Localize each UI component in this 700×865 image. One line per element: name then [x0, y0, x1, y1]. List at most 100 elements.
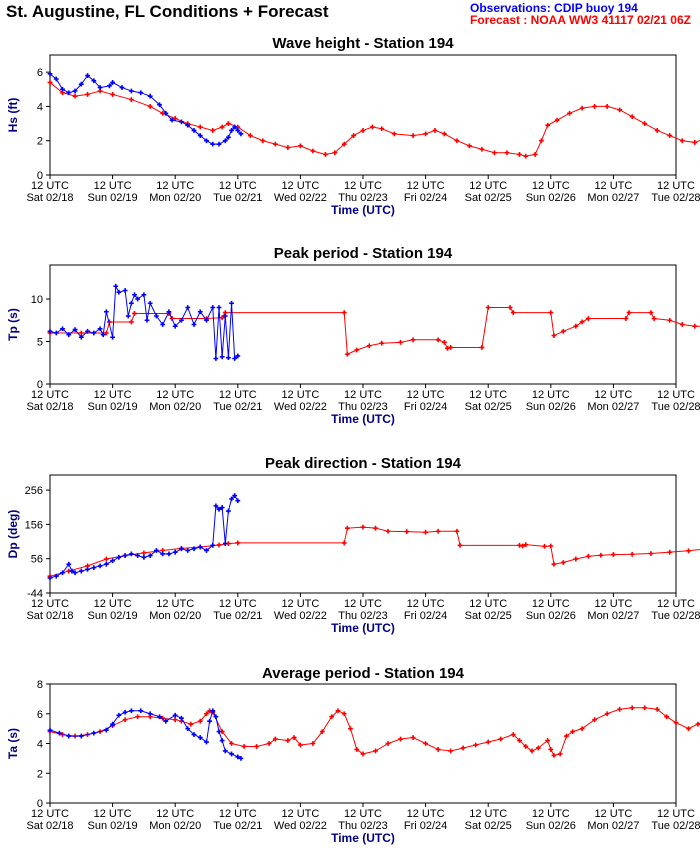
y-tick-label: 2 [37, 136, 43, 148]
series-point [210, 708, 216, 714]
series-point [100, 332, 106, 338]
x-tick-day: Mon 02/27 [587, 820, 639, 832]
series-point [85, 328, 90, 334]
series-point [78, 568, 84, 574]
series-point [651, 316, 657, 321]
series-point [235, 754, 241, 760]
series-point [445, 345, 450, 351]
y-tick-label: -44 [27, 588, 43, 600]
series-point [78, 330, 84, 336]
series-point [232, 356, 238, 361]
series-point [542, 543, 547, 549]
series-point [654, 706, 660, 712]
chart-title: Peak period - Station 194 [274, 245, 453, 262]
series-point [107, 83, 112, 89]
series-point [695, 721, 700, 727]
x-tick-time: 12 UTC [94, 389, 132, 401]
series-point [523, 153, 529, 159]
series-point [423, 529, 428, 535]
x-tick-time: 12 UTC [469, 808, 507, 820]
chart-frame [49, 683, 677, 804]
series-point [229, 128, 234, 133]
series-point [611, 552, 616, 557]
series-point [144, 317, 150, 323]
series-point [172, 717, 178, 723]
series-point [366, 343, 372, 349]
series-point [91, 565, 97, 571]
series-point [441, 339, 447, 345]
series-point [103, 727, 109, 733]
x-tick-time: 12 UTC [94, 598, 132, 610]
series-point [235, 540, 241, 546]
series-point [604, 711, 610, 717]
series-point [617, 706, 623, 712]
x-tick-time: 12 UTC [594, 389, 632, 401]
series-point [166, 309, 172, 315]
series-point [103, 556, 109, 562]
x-tick-time: 12 UTC [31, 180, 69, 192]
series-point [435, 528, 441, 534]
series-point [172, 116, 178, 121]
series-point [391, 131, 397, 137]
series-point [629, 114, 635, 120]
series-point [554, 117, 560, 123]
x-tick-day: Wed 02/22 [274, 401, 327, 413]
series-point [53, 76, 59, 82]
y-tick-label: 0 [37, 379, 43, 391]
series-point [78, 733, 84, 739]
series-point [626, 310, 632, 315]
series-point [557, 751, 563, 757]
series-point [379, 340, 385, 346]
series-point [523, 542, 529, 548]
series-point [679, 322, 685, 327]
series-point [204, 138, 209, 144]
x-tick-time: 12 UTC [532, 180, 570, 192]
chart-title: Wave height - Station 194 [272, 35, 454, 52]
series-point [579, 319, 585, 325]
series-point [485, 739, 491, 745]
series-point [116, 554, 122, 560]
x-tick-time: 12 UTC [532, 598, 570, 610]
y-tick-label: 156 [25, 519, 43, 531]
series-point [222, 748, 228, 754]
series-point [532, 152, 538, 157]
series-point [310, 148, 316, 154]
x-tick-time: 12 UTC [156, 808, 194, 820]
series-point [235, 128, 241, 133]
x-axis-label: Time (UTC) [331, 412, 395, 426]
series-point [110, 334, 115, 340]
series-point [216, 506, 222, 512]
x-tick-day: Mon 02/27 [587, 401, 639, 413]
series-point [247, 133, 253, 138]
series-point [69, 568, 75, 574]
x-tick-day: Wed 02/22 [274, 192, 327, 204]
series-point [238, 755, 244, 761]
series-point [103, 309, 109, 315]
x-tick-time: 12 UTC [219, 389, 257, 401]
series-point [226, 508, 231, 514]
series-point [60, 326, 65, 332]
series-point [341, 141, 347, 147]
series-point [166, 551, 172, 557]
x-tick-time: 12 UTC [31, 598, 69, 610]
series-point [207, 718, 213, 724]
series-point [147, 711, 153, 717]
series-point [197, 309, 203, 315]
x-tick-time: 12 UTC [281, 180, 319, 192]
series-point [285, 145, 291, 150]
x-tick-day: Sun 02/26 [526, 192, 576, 204]
series-point [310, 741, 316, 746]
series-point [163, 110, 169, 116]
series-point [373, 748, 378, 754]
x-tick-day: Fri 02/24 [404, 192, 447, 204]
y-tick-label: 8 [37, 679, 43, 691]
x-tick-day: Sun 02/19 [88, 610, 138, 622]
series-point [579, 105, 585, 111]
x-tick-day: Sat 02/25 [465, 820, 512, 832]
series-line [49, 707, 700, 756]
x-tick-time: 12 UTC [657, 598, 695, 610]
series-point [191, 546, 197, 552]
series-point [147, 93, 153, 99]
series-point [154, 313, 159, 319]
